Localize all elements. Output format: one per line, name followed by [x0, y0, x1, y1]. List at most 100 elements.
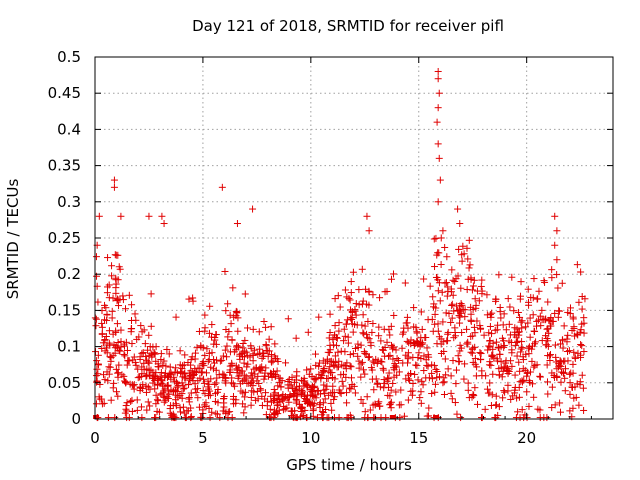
data-point [173, 378, 181, 386]
data-point [260, 352, 268, 360]
data-point [439, 227, 447, 235]
data-point [267, 351, 275, 359]
data-point [347, 289, 355, 297]
data-point [563, 335, 571, 343]
data-point [163, 373, 171, 381]
data-point [447, 288, 455, 296]
data-point [548, 404, 556, 412]
data-point [470, 392, 478, 400]
data-point [526, 333, 534, 341]
data-point [328, 369, 336, 377]
data-point [293, 392, 301, 400]
data-point [122, 405, 130, 413]
data-point [327, 389, 335, 397]
data-point [187, 404, 195, 412]
data-point [361, 349, 369, 357]
data-point [249, 382, 257, 390]
data-point [376, 383, 384, 391]
data-point [454, 306, 462, 314]
data-point [502, 326, 510, 334]
data-point [506, 303, 514, 311]
data-point [221, 346, 229, 354]
data-point [282, 359, 290, 367]
data-point [370, 359, 378, 367]
data-point [192, 389, 200, 397]
data-point [349, 328, 357, 336]
data-point [113, 388, 121, 396]
data-point [144, 358, 152, 366]
data-point [347, 278, 355, 286]
data-point [309, 388, 317, 396]
data-point [524, 298, 532, 306]
data-point [184, 359, 192, 367]
data-point [486, 379, 494, 387]
data-point [189, 297, 197, 305]
data-point [224, 300, 232, 308]
data-point [416, 394, 424, 402]
data-point [554, 284, 562, 292]
data-point [488, 309, 496, 317]
data-point [307, 365, 315, 373]
data-point [414, 354, 422, 362]
data-point [276, 398, 284, 406]
data-point [132, 361, 140, 369]
data-point [341, 348, 349, 356]
data-point [418, 325, 426, 333]
data-point [254, 395, 262, 403]
data-point [96, 395, 104, 403]
data-point [379, 346, 387, 354]
data-point [331, 295, 339, 303]
data-point [214, 399, 222, 407]
data-point [448, 300, 456, 308]
data-point [467, 310, 475, 318]
data-point [522, 350, 530, 358]
data-point [224, 333, 232, 341]
data-point [458, 301, 466, 309]
data-point [320, 364, 328, 372]
data-point [205, 329, 213, 337]
data-point [191, 349, 199, 357]
data-point [524, 344, 532, 352]
data-point [123, 399, 131, 407]
data-point [335, 386, 343, 394]
data-point [262, 364, 270, 372]
data-point [570, 323, 578, 331]
data-point [358, 358, 366, 366]
data-point [424, 316, 432, 324]
data-point [114, 276, 122, 284]
data-point [561, 365, 569, 373]
data-point [346, 296, 354, 304]
data-point [311, 350, 319, 358]
data-point [486, 358, 494, 366]
data-point [523, 388, 531, 396]
data-point [417, 388, 425, 396]
data-point [514, 337, 522, 345]
data-point [271, 410, 279, 418]
data-point [267, 398, 275, 406]
data-point [543, 325, 551, 333]
data-point [108, 272, 116, 280]
data-point [315, 362, 323, 370]
data-point [441, 243, 449, 251]
data-point [455, 245, 463, 253]
data-point [485, 329, 493, 337]
data-point [413, 328, 421, 336]
data-point [451, 399, 459, 407]
data-point [437, 261, 445, 269]
data-point [516, 378, 524, 386]
data-point [92, 253, 100, 261]
data-point [335, 319, 343, 327]
data-point [477, 350, 485, 358]
data-point [467, 274, 475, 282]
data-point [259, 349, 267, 357]
data-point [536, 372, 544, 380]
data-point [368, 375, 376, 383]
data-point [198, 360, 206, 368]
data-point [518, 406, 526, 414]
data-point [349, 268, 357, 276]
data-point [533, 295, 541, 303]
data-point [475, 297, 483, 305]
data-point [577, 268, 585, 276]
data-point [529, 380, 537, 388]
data-point [330, 388, 338, 396]
